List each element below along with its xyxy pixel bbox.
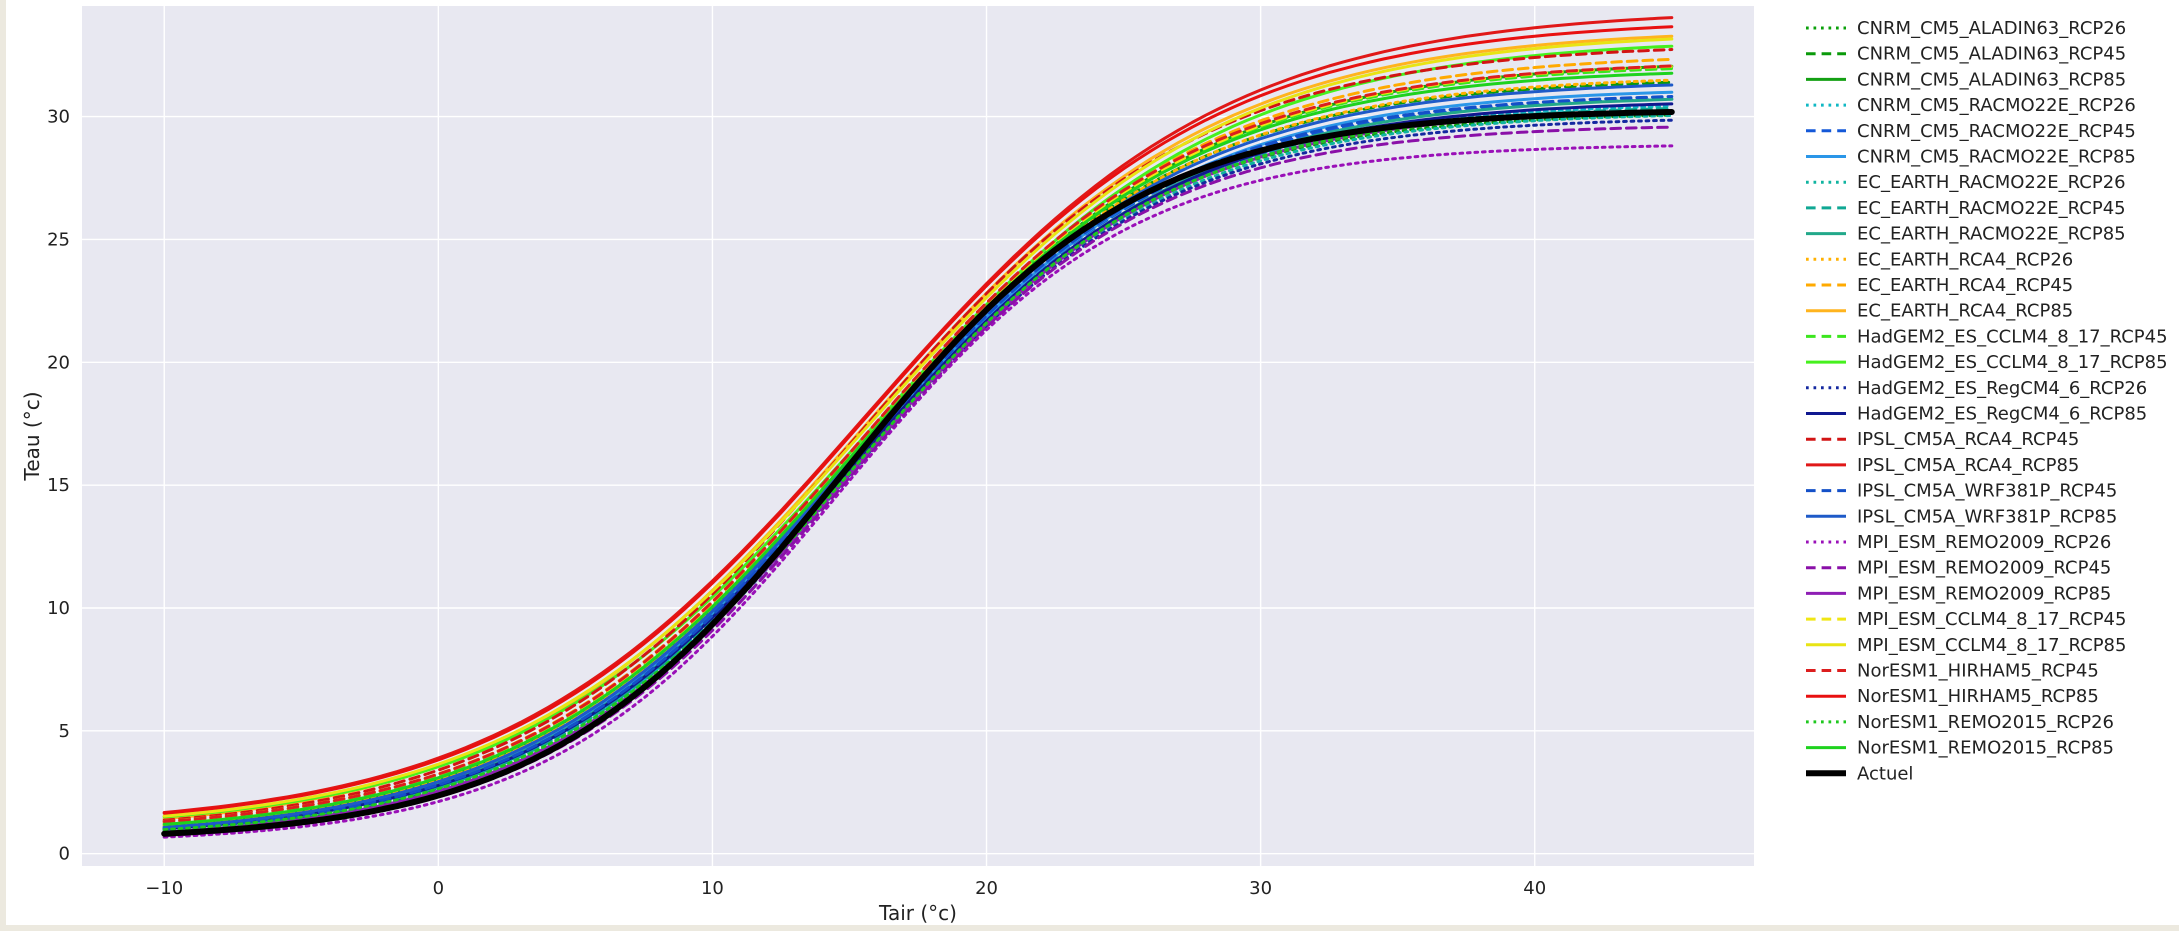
legend-item: HadGEM2_ES_CCLM4_8_17_RCP85 <box>1806 352 2168 373</box>
legend-item: CNRM_CM5_RACMO22E_RCP45 <box>1806 121 2136 142</box>
legend-item: HadGEM2_ES_CCLM4_8_17_RCP45 <box>1806 326 2168 347</box>
legend-label: CNRM_CM5_RACMO22E_RCP26 <box>1857 95 2136 116</box>
legend-item: EC_EARTH_RCA4_RCP85 <box>1806 301 2073 322</box>
legend-label: CNRM_CM5_RACMO22E_RCP85 <box>1857 147 2136 168</box>
legend-label: EC_EARTH_RCA4_RCP26 <box>1857 249 2073 270</box>
y-tick-label: 15 <box>47 475 70 496</box>
legend-label: Actuel <box>1857 763 1913 784</box>
legend-label: HadGEM2_ES_RegCM4_6_RCP85 <box>1857 404 2147 425</box>
legend-item: EC_EARTH_RACMO22E_RCP85 <box>1806 224 2126 245</box>
x-tick-label: 40 <box>1523 878 1546 899</box>
legend-item: Actuel <box>1806 763 1913 784</box>
x-axis-label: Tair (°c) <box>878 901 957 925</box>
legend-label: CNRM_CM5_ALADIN63_RCP26 <box>1857 18 2126 39</box>
legend-item: CNRM_CM5_RACMO22E_RCP85 <box>1806 147 2136 168</box>
y-axis-label: Teau (°c) <box>20 391 44 481</box>
legend-item: IPSL_CM5A_WRF381P_RCP85 <box>1806 506 2117 527</box>
legend-item: IPSL_CM5A_RCA4_RCP45 <box>1806 429 2079 450</box>
legend-label: EC_EARTH_RACMO22E_RCP26 <box>1857 172 2126 193</box>
legend-item: CNRM_CM5_RACMO22E_RCP26 <box>1806 95 2136 116</box>
legend-label: MPI_ESM_CCLM4_8_17_RCP45 <box>1857 609 2126 630</box>
legend-label: MPI_ESM_REMO2009_RCP45 <box>1857 558 2111 579</box>
series-line-mpi-esm-remo2009-rcp26 <box>162 144 1674 839</box>
legend-label: IPSL_CM5A_RCA4_RCP45 <box>1857 429 2079 450</box>
legend-label: HadGEM2_ES_CCLM4_8_17_RCP85 <box>1857 352 2168 373</box>
legend-label: IPSL_CM5A_WRF381P_RCP45 <box>1857 481 2117 502</box>
legend-label: MPI_ESM_REMO2009_RCP26 <box>1857 532 2111 553</box>
legend-label: EC_EARTH_RCA4_RCP85 <box>1857 301 2073 322</box>
legend-item: NorESM1_REMO2015_RCP85 <box>1806 738 2114 759</box>
legend-item: CNRM_CM5_ALADIN63_RCP26 <box>1806 18 2126 39</box>
series-line-noresm1-hirham5-rcp85 <box>162 25 1674 815</box>
legend-label: MPI_ESM_CCLM4_8_17_RCP85 <box>1857 635 2126 656</box>
legend-item: HadGEM2_ES_RegCM4_6_RCP26 <box>1806 378 2147 399</box>
x-tick-label: 20 <box>975 878 998 899</box>
legend-item: MPI_ESM_REMO2009_RCP45 <box>1806 558 2111 579</box>
y-tick-label: 20 <box>47 352 70 373</box>
legend-label: MPI_ESM_REMO2009_RCP85 <box>1857 583 2111 604</box>
x-tick-label: 10 <box>701 878 724 899</box>
legend-label: HadGEM2_ES_CCLM4_8_17_RCP45 <box>1857 326 2168 347</box>
chart-svg: −10 0 10 20 30 40 0 5 10 15 20 25 30 Tair (°c) Teau … <box>20 6 2168 925</box>
y-tick-label: 5 <box>59 721 70 742</box>
legend-item: EC_EARTH_RCA4_RCP26 <box>1806 249 2073 270</box>
legend-item: NorESM1_HIRHAM5_RCP85 <box>1806 686 2099 707</box>
legend-item: EC_EARTH_RACMO22E_RCP45 <box>1806 198 2126 219</box>
legend-item: NorESM1_HIRHAM5_RCP45 <box>1806 661 2099 682</box>
legend-item: MPI_ESM_REMO2009_RCP85 <box>1806 583 2111 604</box>
x-tick-label: −10 <box>145 878 183 899</box>
legend-label: EC_EARTH_RACMO22E_RCP85 <box>1857 224 2126 245</box>
series-line-mpi-esm-cclm4-8-17-rcp85 <box>162 37 1674 818</box>
y-tick-label: 0 <box>59 844 70 865</box>
legend-label: CNRM_CM5_RACMO22E_RCP45 <box>1857 121 2136 142</box>
series-lines <box>161 16 1675 839</box>
legend-label: HadGEM2_ES_RegCM4_6_RCP26 <box>1857 378 2147 399</box>
y-tick-label: 30 <box>47 107 70 128</box>
y-tick-label: 25 <box>47 229 70 250</box>
legend-label: EC_EARTH_RCA4_RCP45 <box>1857 275 2073 296</box>
legend-item: MPI_ESM_REMO2009_RCP26 <box>1806 532 2111 553</box>
legend-label: CNRM_CM5_ALADIN63_RCP85 <box>1857 69 2126 90</box>
legend-item: NorESM1_REMO2015_RCP26 <box>1806 712 2114 733</box>
legend-label: NorESM1_REMO2015_RCP26 <box>1857 712 2114 733</box>
series-line-actuel <box>161 109 1675 837</box>
legend-item: CNRM_CM5_ALADIN63_RCP45 <box>1806 44 2126 65</box>
legend-item: HadGEM2_ES_RegCM4_6_RCP85 <box>1806 404 2147 425</box>
legend-label: NorESM1_HIRHAM5_RCP85 <box>1857 686 2099 707</box>
legend-item: IPSL_CM5A_RCA4_RCP85 <box>1806 455 2079 476</box>
legend-item: EC_EARTH_RCA4_RCP45 <box>1806 275 2073 296</box>
tick-labels: −10 0 10 20 30 40 0 5 10 15 20 25 30 <box>47 107 1546 899</box>
x-tick-label: 0 <box>433 878 444 899</box>
series-line-noresm1-hirham5-rcp45 <box>162 64 1674 823</box>
legend: CNRM_CM5_ALADIN63_RCP26 CNRM_CM5_ALADIN63… <box>1806 18 2168 784</box>
legend-item: IPSL_CM5A_WRF381P_RCP45 <box>1806 481 2117 502</box>
x-tick-label: 30 <box>1249 878 1272 899</box>
legend-label: NorESM1_REMO2015_RCP85 <box>1857 738 2114 759</box>
legend-label: IPSL_CM5A_RCA4_RCP85 <box>1857 455 2079 476</box>
legend-item: CNRM_CM5_ALADIN63_RCP85 <box>1806 69 2126 90</box>
legend-label: NorESM1_HIRHAM5_RCP45 <box>1857 661 2099 682</box>
legend-item: EC_EARTH_RACMO22E_RCP26 <box>1806 172 2126 193</box>
legend-label: IPSL_CM5A_WRF381P_RCP85 <box>1857 506 2117 527</box>
legend-label: CNRM_CM5_ALADIN63_RCP45 <box>1857 44 2126 65</box>
legend-item: MPI_ESM_CCLM4_8_17_RCP45 <box>1806 609 2126 630</box>
series-line-ipsl-cm5a-rca4-rcp45 <box>162 48 1674 822</box>
legend-label: EC_EARTH_RACMO22E_RCP45 <box>1857 198 2126 219</box>
legend-item: MPI_ESM_CCLM4_8_17_RCP85 <box>1806 635 2126 656</box>
plot-background <box>82 6 1754 866</box>
y-tick-label: 10 <box>47 598 70 619</box>
